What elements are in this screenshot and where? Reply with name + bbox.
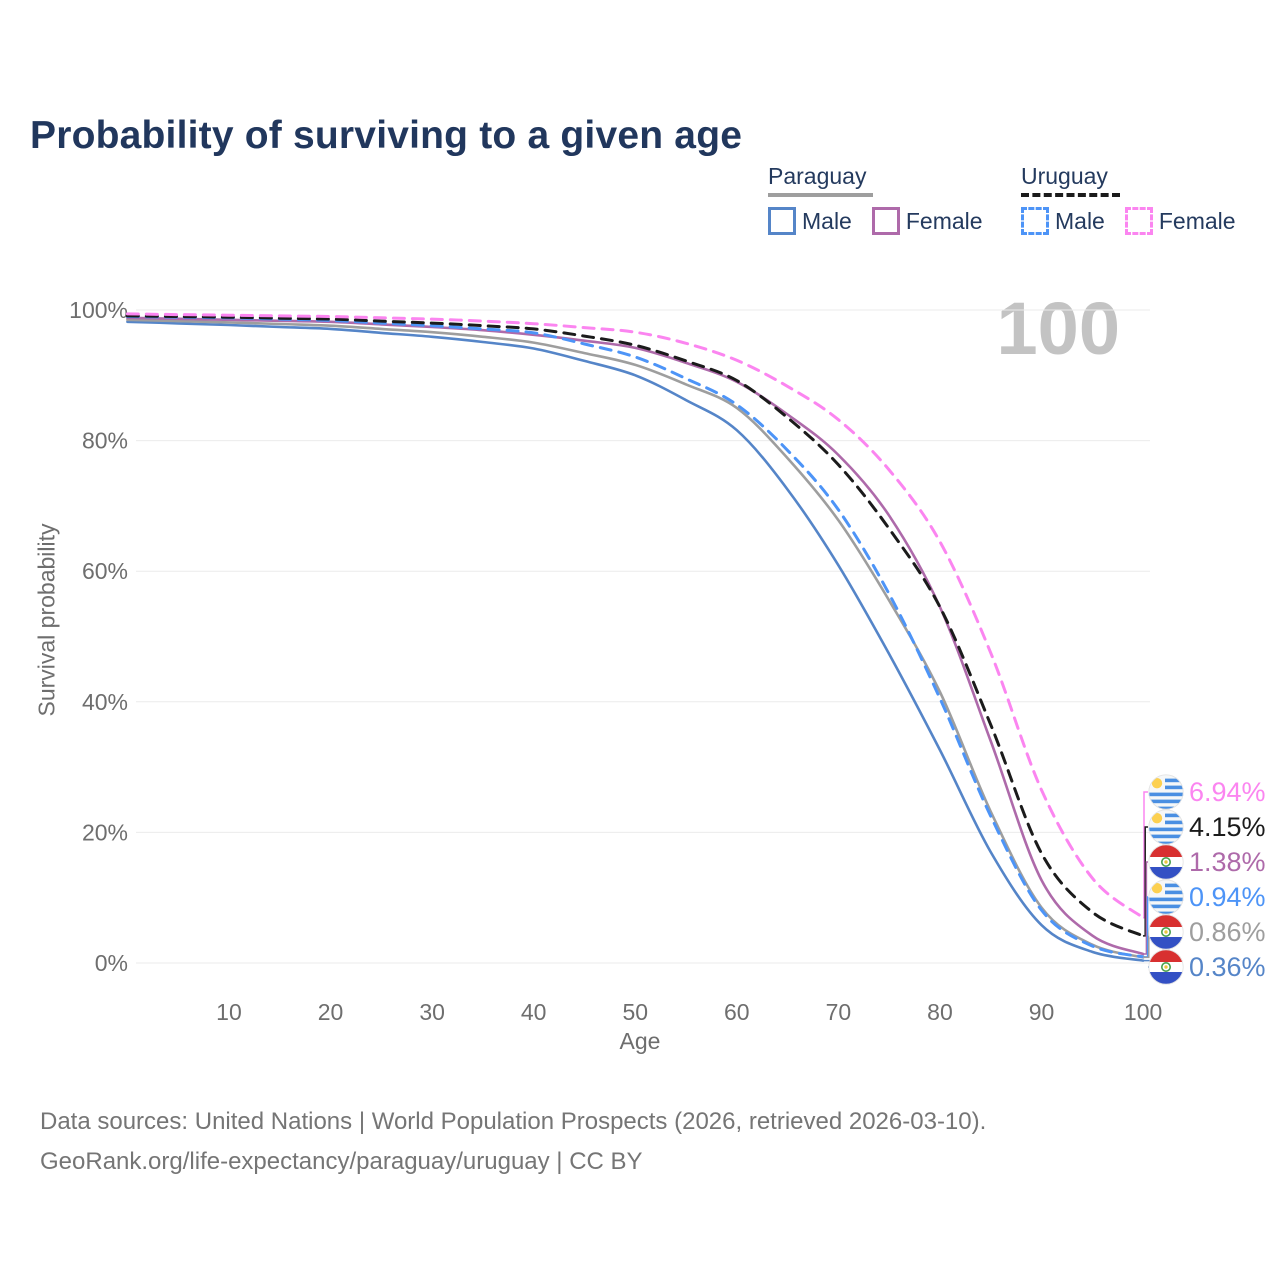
y-tick-label: 0% bbox=[95, 950, 128, 976]
y-tick-label: 80% bbox=[82, 428, 128, 454]
x-tick-label: 100 bbox=[1124, 999, 1162, 1025]
end-value-label: 0.94% bbox=[1189, 881, 1266, 912]
legend-item-label: Male bbox=[1055, 207, 1105, 234]
x-tick-label: 80 bbox=[927, 999, 953, 1025]
end-label-uruguay-male: 0.94% bbox=[1148, 879, 1266, 915]
page-title: Probability of surviving to a given age bbox=[30, 114, 743, 158]
legend-group-paraguay: Paraguay Male Female bbox=[768, 163, 983, 235]
x-tick-label: 10 bbox=[216, 999, 242, 1025]
leader-line-uruguay-female bbox=[1143, 791, 1148, 919]
legend-item-paraguay-female[interactable]: Female bbox=[871, 207, 983, 235]
end-label-uruguay-female: 6.94% bbox=[1148, 774, 1266, 810]
paraguay-flag-icon bbox=[1148, 914, 1184, 950]
leader-line-uruguay-total bbox=[1143, 826, 1148, 937]
x-tick-label: 90 bbox=[1029, 999, 1055, 1025]
paraguay-male-swatch-icon bbox=[768, 207, 796, 235]
x-tick-label: 20 bbox=[318, 999, 344, 1025]
x-tick-label: 30 bbox=[419, 999, 445, 1025]
legend-item-label: Female bbox=[1158, 207, 1236, 234]
end-value-label: 4.15% bbox=[1189, 811, 1266, 842]
legend-group-title: Paraguay bbox=[768, 163, 867, 189]
end-label-uruguay-total: 4.15% bbox=[1148, 809, 1266, 845]
x-tick-label: 70 bbox=[826, 999, 852, 1025]
footer-data-sources: Data sources: United Nations | World Pop… bbox=[40, 1108, 987, 1135]
x-tick-label: 60 bbox=[724, 999, 750, 1025]
curve-paraguay-female bbox=[126, 316, 1145, 956]
legend-item-uruguay-female[interactable]: Female bbox=[1124, 207, 1236, 235]
curve-uruguay-total bbox=[125, 314, 1145, 938]
solid-line-style-icon bbox=[768, 193, 873, 197]
legend-item-label: Female bbox=[905, 207, 983, 234]
legend-group-title: Uruguay bbox=[1021, 163, 1108, 189]
legend-items: Male Female bbox=[1021, 207, 1236, 235]
x-tick-label: 40 bbox=[521, 999, 547, 1025]
uruguay-flag-icon bbox=[1148, 774, 1184, 810]
end-value-label: 6.94% bbox=[1189, 776, 1266, 807]
y-tick-label: 60% bbox=[82, 558, 128, 584]
x-tick-label: 50 bbox=[622, 999, 648, 1025]
curve-paraguay-total bbox=[126, 318, 1145, 959]
uruguay-male-swatch-icon bbox=[1021, 207, 1049, 235]
y-tick-label: 20% bbox=[82, 819, 128, 845]
end-value-label: 0.36% bbox=[1189, 951, 1266, 982]
age-counter-watermark: 100 bbox=[996, 287, 1120, 370]
legend-items: Male Female bbox=[768, 207, 983, 235]
end-value-label: 0.86% bbox=[1189, 916, 1266, 947]
uruguay-female-swatch-icon bbox=[1124, 207, 1153, 235]
legend-group-uruguay: Uruguay Male Female bbox=[1021, 163, 1236, 235]
dashed-line-style-icon bbox=[1021, 193, 1120, 197]
uruguay-flag-icon bbox=[1148, 879, 1184, 915]
x-axis-title: Age bbox=[620, 1028, 661, 1054]
end-label-paraguay-female: 1.38% bbox=[1148, 844, 1266, 880]
paraguay-female-swatch-icon bbox=[871, 207, 900, 235]
uruguay-flag-icon bbox=[1148, 809, 1184, 845]
footer-attribution: GeoRank.org/life-expectancy/paraguay/uru… bbox=[40, 1148, 643, 1175]
legend-item-uruguay-male[interactable]: Male bbox=[1021, 207, 1105, 235]
end-label-paraguay-total: 0.86% bbox=[1148, 914, 1266, 950]
curve-uruguay-female bbox=[125, 312, 1145, 920]
paraguay-flag-icon bbox=[1148, 844, 1184, 880]
leader-line-paraguay-female bbox=[1143, 861, 1148, 955]
paraguay-flag-icon bbox=[1148, 949, 1184, 985]
end-value-label: 1.38% bbox=[1189, 846, 1266, 877]
legend-item-label: Male bbox=[802, 207, 852, 234]
curve-uruguay-male bbox=[125, 315, 1145, 959]
y-tick-label: 40% bbox=[82, 689, 128, 715]
legend-item-paraguay-male[interactable]: Male bbox=[768, 207, 852, 235]
end-label-paraguay-male: 0.36% bbox=[1148, 949, 1266, 985]
y-tick-label: 100% bbox=[69, 297, 128, 323]
curve-paraguay-male bbox=[126, 320, 1145, 962]
